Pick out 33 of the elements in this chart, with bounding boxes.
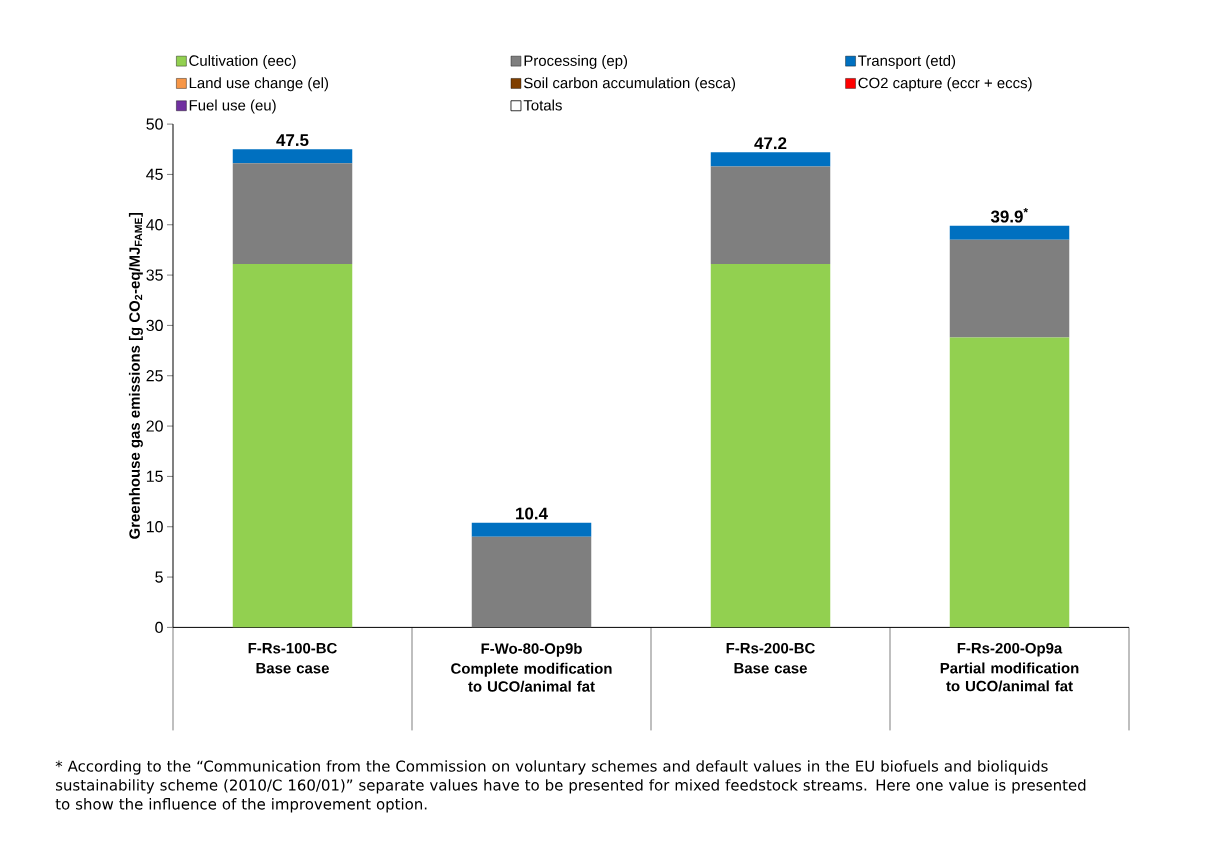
legend-label: Cultivation (eec) [189,54,296,69]
y-tick-label: 15 [146,470,163,482]
total-label: 39.9$^{*}$ [990,207,1029,223]
legend-label: Processing (ep) [524,54,628,69]
text: Base case [256,663,329,674]
legend-label: Fuel use (eu) [189,99,276,114]
y-tick-label: 30 [146,319,163,332]
y-tick-label: 5 [155,571,163,583]
legend-label: Land use change (el) [189,77,329,92]
x-tick-label: F-Wo-80-Op9b [481,642,582,657]
y-tick-label: 25 [146,370,163,382]
text: Base case [734,663,807,674]
y-tick-label: 20 [146,420,163,432]
x-tick-label: F-Rs-100-BC [248,642,337,654]
total-label: 47.5 [276,134,309,147]
legend-label: Transport (etd) [858,54,956,69]
text: Partial modification to UCO/animal fat [940,662,1079,692]
total-label: 47.2 [754,137,787,150]
legend-label: Soil carbon accumulation (esca) [524,77,736,92]
y-tick-label: 10 [146,521,163,533]
y-tick-label: 0 [155,621,163,634]
y-tick-label: 40 [146,219,163,231]
total-label: 10.4 [516,507,548,520]
y-tick-label: 50 [146,118,163,130]
legend-label: CO2 capture (eccr + eccs) [858,77,1032,92]
y-axis-title: Greenhouse gas emissions [g CO$_{2}$-eq/MJ$_{FAME}$] [128,212,143,539]
x-tick-label: F-Rs-200-BC [726,642,815,654]
x-tick-label: F-Rs-200-Op9a [957,642,1063,657]
legend-label: Totals [523,99,562,111]
text: Complete modification to UCO/animal fat [451,662,612,692]
y-tick-label: 45 [146,168,163,180]
text: * According to the “Communication from the Commission on voluntary schemes and default values in the EU biofuels and bioliquids sustainability scheme (2010/C 160/01)” separate values have to be presented for mixed feedstock streams. Here one value is presented to show the influence of the improvement option. [55,760,1086,813]
y-tick-label: 35 [146,269,163,281]
